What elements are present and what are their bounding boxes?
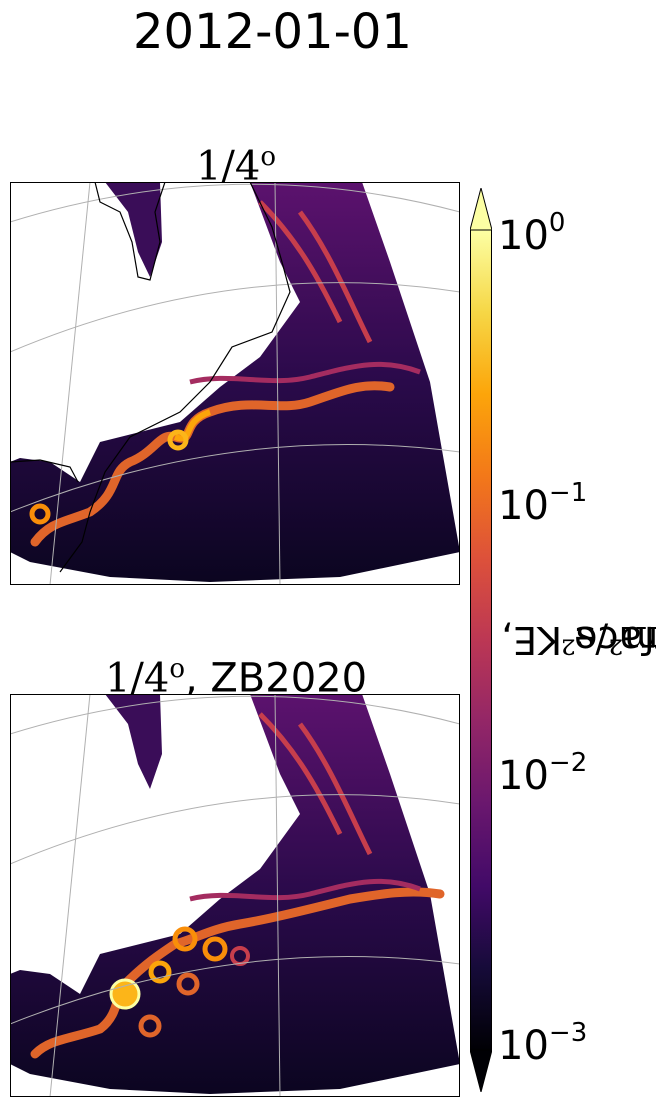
colorbar-extend-min <box>469 1049 493 1094</box>
tick-exp: 0 <box>548 208 566 238</box>
tick-base: 10 <box>498 483 549 529</box>
tick-exp: −1 <box>548 478 588 508</box>
panel-1-ocean <box>10 182 460 582</box>
panel-2-eddy-2 <box>202 936 228 962</box>
panel-2-gulf-stream <box>30 887 445 1059</box>
panel-2-gridlines <box>10 694 460 1097</box>
panel-2-eddy-large <box>109 978 141 1010</box>
tick-base: 10 <box>498 1023 549 1069</box>
colorbar-label-unit: m²/s² <box>560 618 656 662</box>
panel-2-eddy-1 <box>172 926 198 952</box>
panel-2-title: 1/4o, ZB2020 <box>10 645 462 702</box>
panel-1-title: 1/4o <box>10 133 462 190</box>
tick-base: 10 <box>498 753 549 799</box>
panel-2-title-sup: o <box>169 654 185 684</box>
panel-1-gulf-stream-core <box>174 409 212 442</box>
panel-2-labrador-current <box>258 712 373 856</box>
tick-base: 10 <box>498 213 549 259</box>
panel-2-north-sea-patch <box>105 694 162 789</box>
panel-1-svg <box>10 182 460 585</box>
panel-2-eddy-5 <box>138 1014 162 1038</box>
figure-title: 2012-01-01 <box>133 4 412 60</box>
panel-1-labrador-current <box>258 200 373 344</box>
colorbar-tick-1e-1: 10−1 <box>498 480 587 529</box>
panel-1-coastline <box>10 182 291 573</box>
panel-1-eddy-south <box>29 503 51 525</box>
panel-1-title-sup: o <box>260 142 277 172</box>
panel-2-title-suffix: , ZB2020 <box>184 655 368 702</box>
panel-2-eddy-6 <box>230 946 250 966</box>
panel-2-map <box>10 694 460 1097</box>
panel-1-map <box>10 182 460 585</box>
colorbar <box>469 186 498 1094</box>
colorbar-extend-max <box>469 186 493 231</box>
panel-1-frame <box>10 182 460 585</box>
panel-2-title-math: 1/4 <box>104 655 170 702</box>
panel-1-title-math: 1/4 <box>195 143 261 190</box>
panel-2-north-atlantic-drift <box>189 878 421 902</box>
panel-2-svg <box>10 694 460 1097</box>
colorbar-gradient <box>470 229 492 1051</box>
colorbar-tick-1e-2: 10−2 <box>498 750 587 799</box>
colorbar-tick-1e0: 100 <box>498 210 565 259</box>
panel-1-eddy <box>167 429 189 451</box>
panel-1-north-atlantic-drift <box>189 361 421 385</box>
colorbar-tick-1e-3: 10−3 <box>498 1020 587 1069</box>
panel-1-north-sea-patch <box>105 182 162 277</box>
panel-2-eddy-3 <box>148 960 172 984</box>
panel-2-eddy-4 <box>176 972 200 996</box>
tick-exp: −3 <box>548 1018 588 1048</box>
panel-2-frame <box>10 694 460 1097</box>
tick-exp: −2 <box>548 748 588 778</box>
colorbar-svg <box>469 186 498 1094</box>
panel-1-gridlines <box>10 182 460 585</box>
